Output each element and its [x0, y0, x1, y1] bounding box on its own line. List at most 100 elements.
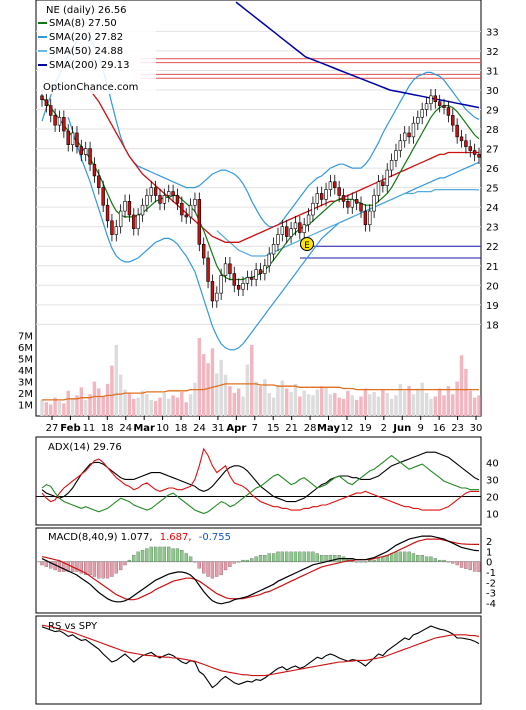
volume-bar [75, 395, 79, 416]
price-tick-label: 19 [486, 301, 499, 312]
candle-body [215, 292, 219, 302]
candle-body [341, 195, 346, 202]
macd-histogram-bar [105, 561, 110, 579]
date-x-axis: 27 Feb 11 18 24 Mar 10 18 24 31 Apr 7 15 21 28 May 12 19 2… [46, 416, 482, 434]
volume-bar [267, 393, 271, 416]
price-tick-label: 28 [486, 125, 499, 136]
candle-body [381, 181, 385, 186]
candle-body [153, 187, 158, 196]
macd-histogram-bar [223, 561, 228, 571]
x-tick-label: 9 [418, 423, 424, 434]
volume-bar [333, 393, 337, 416]
candle-body [162, 195, 167, 204]
volume-bar [236, 388, 241, 416]
candle-body [442, 105, 446, 108]
volume-bar [437, 388, 442, 416]
macd-histogram-bar [40, 561, 44, 566]
volume-bar [53, 397, 57, 416]
volume-bar [293, 383, 298, 416]
adx-panel-frame [35, 436, 482, 526]
candle-body [184, 214, 188, 218]
volume-bar [105, 383, 110, 416]
x-tick-label: 7 [252, 423, 258, 434]
macd-histogram-bar [298, 551, 302, 562]
candle-body [346, 201, 350, 208]
macd-histogram-bar [215, 561, 219, 577]
macd-histogram-bar [315, 553, 319, 562]
macd-histogram-bar [219, 561, 223, 576]
volume-bar [188, 394, 193, 416]
volume-bar [215, 373, 219, 416]
candle-body [105, 204, 110, 222]
candle-body [228, 263, 232, 274]
macd-histogram-bar [477, 561, 481, 572]
macd-histogram-bar [228, 561, 232, 567]
macd-histogram-bar [202, 561, 206, 574]
volume-bar [420, 382, 424, 416]
macd-histogram-bar [372, 559, 376, 562]
candle-body [446, 107, 451, 116]
volume-bar [429, 398, 433, 416]
candle-body [333, 181, 337, 188]
macd-histogram-bar [79, 561, 83, 574]
candle-body [394, 150, 398, 161]
rs-average-line [41, 624, 480, 677]
macd-histogram-bar [459, 561, 464, 568]
volume-tick-label: 7M [18, 332, 33, 343]
volume-bar [346, 390, 350, 416]
volume-bar [228, 386, 232, 416]
macd-histogram-bar [407, 551, 411, 562]
x-tick-label: Mar [133, 423, 155, 434]
candle-body [376, 181, 381, 196]
sma200-line [235, 1, 480, 109]
macd-histogram-bar [306, 551, 311, 562]
macd-histogram-bar [136, 551, 140, 562]
volume-bar [245, 364, 250, 416]
adx-tick-label: 20 [486, 492, 499, 503]
macd-histogram-bar [354, 561, 359, 563]
adx-tick-label: 10 [486, 509, 499, 520]
macd-histogram-bar [210, 561, 215, 579]
macd-histogram-bar [376, 558, 381, 562]
candle-body [451, 115, 455, 126]
candle-body [429, 95, 433, 104]
adx-tick-label: 30 [486, 475, 499, 486]
volume-bar [276, 385, 280, 416]
volume-bar [171, 395, 175, 416]
macd-histogram-bar [359, 561, 363, 563]
volume-bar [57, 401, 62, 416]
candle-body [477, 154, 481, 158]
candle-body [459, 136, 464, 142]
volume-bar [298, 396, 302, 416]
macd-histogram-bar [158, 546, 162, 562]
candle-body [455, 124, 459, 138]
candlesticks [40, 89, 481, 308]
macd-histogram-bar [193, 561, 197, 563]
volume-bar [368, 394, 372, 416]
macd-tick-label: -1 [486, 568, 496, 579]
candle-body [416, 117, 420, 124]
volume-bar [407, 386, 411, 416]
price-panel-frame [35, 0, 482, 417]
rs-line [41, 625, 480, 689]
svg-text:E: E [304, 241, 310, 251]
macd-histogram-bar [363, 561, 368, 563]
macd-histogram-bar [302, 551, 306, 562]
macd-tick-label: 1 [486, 547, 492, 558]
macd-histogram-bar [236, 561, 241, 563]
candle-body [350, 199, 354, 208]
macd-histogram-bar [245, 559, 250, 562]
volume-bar [114, 344, 119, 416]
candle-body [389, 160, 394, 171]
candle-body [175, 195, 180, 204]
macd-histogram-bar [114, 561, 118, 574]
volume-tick-label: 1M [18, 401, 33, 412]
candle-body [88, 148, 92, 165]
candle-body [123, 201, 127, 212]
macd-histogram-bar [188, 556, 193, 562]
price-tick-label: 22 [486, 242, 499, 253]
candle-body [149, 187, 153, 196]
